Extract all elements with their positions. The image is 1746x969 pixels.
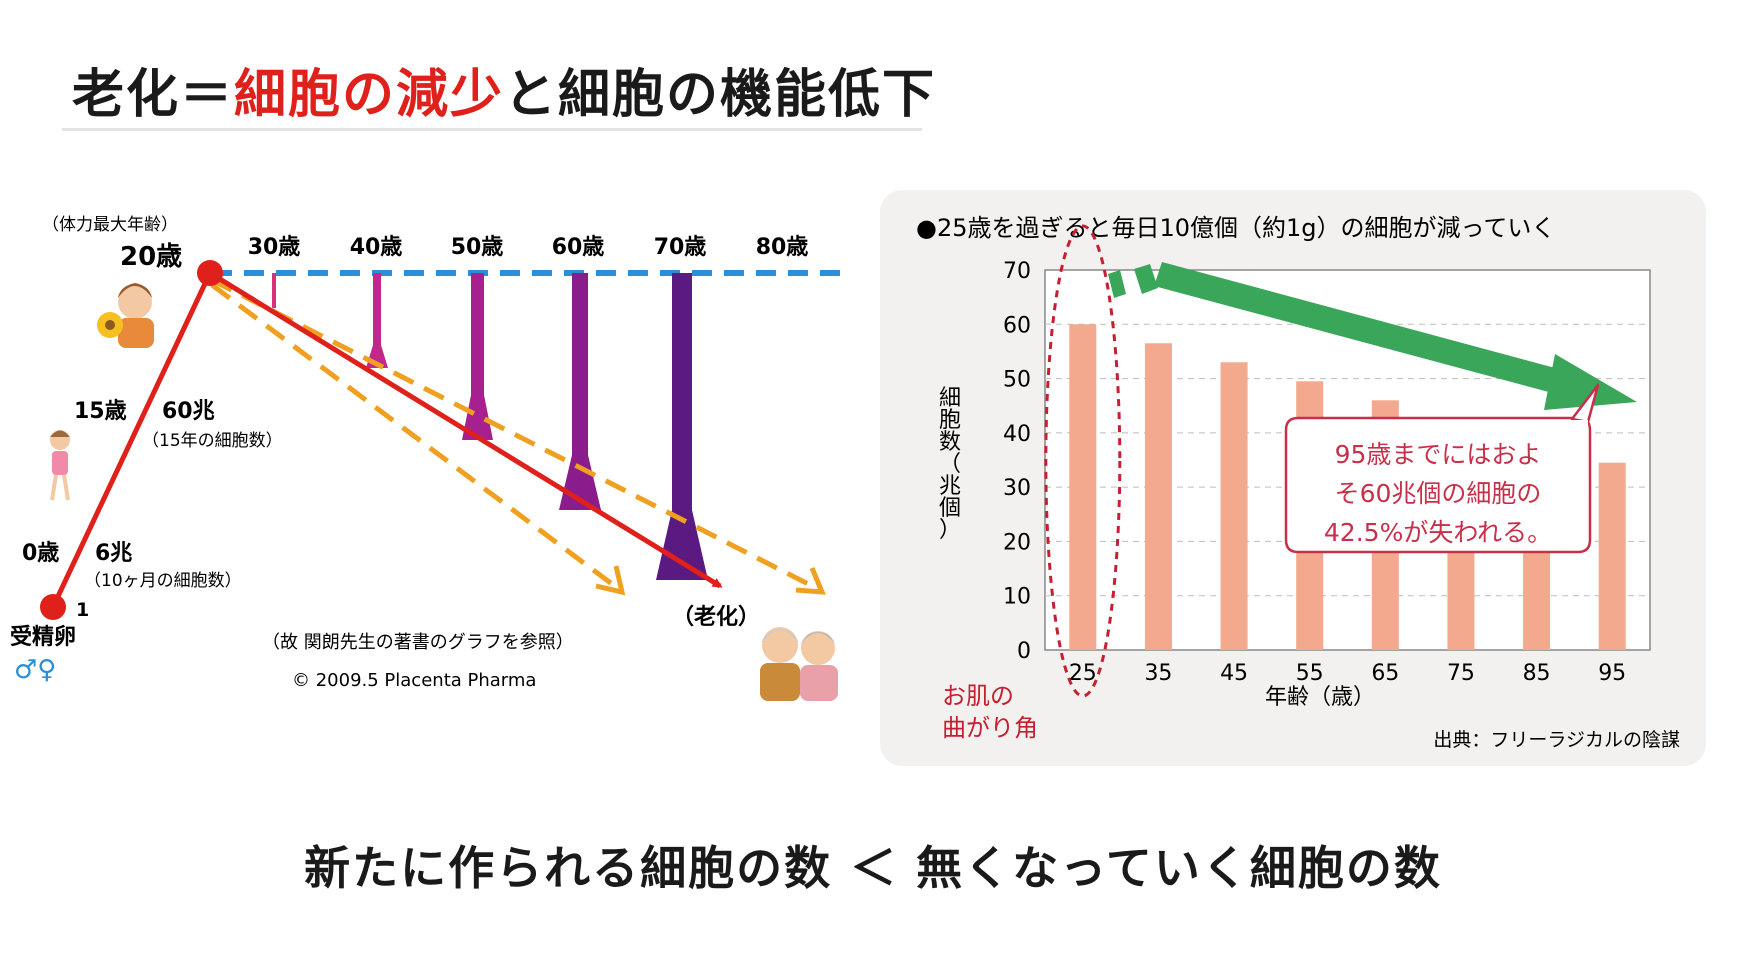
decline-column-70 [656, 273, 708, 580]
x-tick-label-35: 35 [1144, 661, 1172, 686]
one-cell-label: 1 [76, 599, 89, 621]
bar-95 [1598, 462, 1626, 650]
x-tick-label-25: 25 [1069, 661, 1097, 686]
y-tick-label: 50 [1003, 368, 1031, 393]
y-tick-label: 0 [1017, 639, 1031, 664]
lifespan-diagram: （体力最大年齢） 20歳 30歳 40歳 50歳 60歳 70歳 80歳 15歳… [10, 215, 840, 701]
orange-dashed-arrow-lower [210, 282, 622, 593]
decline-column-30 [272, 273, 276, 308]
girl-with-sunflower-icon [97, 283, 154, 348]
decade-label-50: 50歳 [451, 235, 504, 260]
decade-labels: 30歳 40歳 50歳 60歳 70歳 80歳 [248, 235, 809, 260]
decade-label-30: 30歳 [248, 235, 301, 260]
cell-count-chart: ●25歳を過ぎると毎日10億個（約1g）の細胞が減っていく 0 10 20 30 40 5… [880, 190, 1706, 766]
decline-column-40 [366, 273, 388, 368]
x-tick-label-45: 45 [1220, 661, 1248, 686]
orange-dashed-arrow-upper [210, 277, 822, 593]
y-tick-label: 60 [1003, 313, 1031, 338]
decade-label-60: 60歳 [552, 235, 605, 260]
x-tick-label-55: 55 [1296, 661, 1324, 686]
y-tick-label: 30 [1003, 476, 1031, 501]
title-part-cell-decrease: 細胞の減少 [234, 65, 505, 125]
highlight-label-line1: お肌の [942, 682, 1014, 710]
callout-line1: 95歳までにはおよ [1335, 440, 1542, 469]
conclusion-text: 新たに作られる細胞の数 ＜ 無くなっていく細胞の数 [304, 841, 1442, 895]
elderly-couple-icon [760, 627, 838, 701]
cells-60-note: （15年の細胞数） [142, 431, 283, 451]
decline-line [208, 270, 723, 589]
origin-point [40, 594, 66, 620]
orange-arrowhead-lower [595, 565, 626, 596]
x-tick-label-65: 65 [1371, 661, 1399, 686]
decade-label-40: 40歳 [350, 235, 403, 260]
peak-point [197, 260, 223, 286]
cells-6-note: （10ヶ月の細胞数） [84, 571, 242, 591]
x-tick-label-85: 85 [1523, 661, 1551, 686]
bar-25 [1069, 324, 1097, 650]
age-15-label: 15歳 [74, 399, 127, 424]
title-underline [62, 128, 922, 131]
decline-column-50 [462, 273, 493, 440]
copyright-note: © 2009.5 Placenta Pharma [292, 670, 536, 691]
decade-label-70: 70歳 [654, 235, 707, 260]
x-tick-label-95: 95 [1598, 661, 1626, 686]
cells-60-trillion-label: 60兆 [162, 399, 215, 424]
source-note: 出典：フリーラジカルの陰謀 [1433, 729, 1680, 751]
chart-title: ●25歳を過ぎると毎日10億個（約1g）の細胞が減っていく [916, 214, 1555, 242]
decline-column-60 [559, 273, 601, 510]
callout-line3: 42.5%が失われる。 [1324, 518, 1552, 547]
orange-arrowhead-upper [795, 567, 826, 595]
peak-strength-label: （体力最大年齢） [42, 215, 178, 235]
callout-line2: そ60兆個の細胞の [1335, 479, 1542, 508]
bar-45 [1220, 362, 1248, 650]
title-part-aging: 老化＝ [72, 65, 235, 125]
age-0-label: 0歳 [22, 541, 59, 566]
page-title: 老化＝細胞の減少と細胞の機能低下 [72, 52, 936, 127]
cells-6-trillion-label: 6兆 [95, 541, 132, 566]
y-tick-label: 40 [1003, 422, 1031, 447]
highlight-ellipse [1044, 224, 1122, 698]
peak-age-label: 20歳 [120, 242, 182, 272]
bar-35 [1144, 343, 1172, 650]
highlight-label-line2: 曲がり角 [942, 714, 1038, 742]
title-part-function-decline: と細胞の機能低下 [504, 65, 937, 125]
x-tick-labels: 25 35 45 55 65 75 85 95 [1069, 661, 1626, 686]
aging-label: （老化） [672, 604, 760, 630]
decline-trend-arrow [1108, 262, 1637, 410]
growth-line [50, 271, 213, 609]
y-tick-label: 10 [1003, 585, 1031, 610]
x-tick-label-75: 75 [1447, 661, 1475, 686]
x-axis-label: 年齢（歳） [1265, 685, 1375, 710]
reference-note: （故 関朗先生の著書のグラフを参照） [262, 632, 574, 653]
loss-callout: 95歳までにはおよ そ60兆個の細胞の 42.5%が失われる。 [1284, 383, 1600, 554]
decade-label-80: 80歳 [756, 235, 809, 260]
y-tick-label: 70 [1003, 259, 1031, 284]
y-tick-label: 20 [1003, 530, 1031, 555]
fertilized-egg-label: 受精卵 [10, 624, 76, 650]
child-icon [50, 430, 70, 501]
sex-symbols: ♂♀ [14, 655, 56, 685]
y-axis-label: 細胞数（兆個） [939, 386, 961, 543]
y-tick-labels: 0 10 20 30 40 50 60 70 [1003, 259, 1031, 664]
